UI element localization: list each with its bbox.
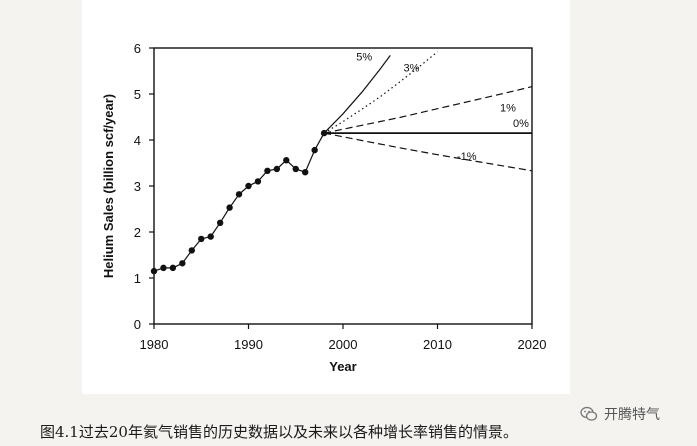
y-tick-label: 0 [134,317,141,332]
historical-line [153,132,325,272]
series-layer [150,51,533,275]
y-axis-ticks: 0 1 2 3 4 5 6 [134,41,154,332]
x-tick-label: 2020 [518,337,547,352]
historical-point [207,233,214,240]
historical-point [216,219,224,226]
projection-line-2 [323,86,533,134]
projection-line-4 [323,132,533,172]
x-tick-label: 1990 [234,337,263,352]
helium-sales-chart: 1980 1990 2000 2010 2020 0 1 2 3 4 5 6 5% 3% 1% 0% -1%… [101,41,547,374]
y-tick-label: 2 [134,225,141,240]
scenario-label-1: 3% [404,63,420,75]
y-tick-label: 6 [134,41,141,56]
historical-point [179,260,186,267]
x-tick-label: 2000 [329,337,358,352]
projection-line-0 [323,55,391,134]
x-tick-label: 1980 [140,337,169,352]
x-tick-label: 2010 [423,337,452,352]
y-tick-label: 3 [134,179,141,194]
historical-point [198,235,205,243]
historical-point [150,267,158,275]
plot-frame [153,47,533,325]
historical-point [235,191,243,198]
y-tick-label: 4 [134,133,141,148]
historical-point [169,264,177,272]
wechat-icon [580,406,598,421]
figure-caption: 图4.1过去20年氦气销售的历史数据以及未来以各种增长率销售的情景。 [40,423,518,441]
projection-line-1 [323,51,438,134]
y-tick-label: 5 [134,87,141,102]
scenario-labels: 5% 3% 1% 0% -1% [356,51,529,162]
scenario-label-4: -1% [457,151,477,163]
historical-point [254,178,262,185]
historical-point [311,146,318,154]
historical-point [292,165,299,173]
historical-point [283,157,290,164]
watermark: 开腾特气 [580,403,660,425]
watermark-text: 开腾特气 [604,407,660,423]
plot-area-border [153,47,533,325]
historical-point [245,182,252,190]
historical-point [273,165,281,173]
historical-point [264,167,271,175]
historical-point [188,247,195,254]
x-axis-title: Year [329,359,356,374]
x-axis-ticks: 1980 1990 2000 2010 2020 [140,324,547,352]
figure-panel: 1980 1990 2000 2010 2020 0 1 2 3 4 5 6 5% 3% 1% 0% -1%… [82,0,570,394]
historical-point [226,204,233,211]
scenario-label-0: 5% [356,51,372,63]
scenario-label-2: 1% [500,103,516,115]
scenario-label-3: 0% [513,118,529,130]
y-axis-title: Helium Sales (billion scf/year) [101,94,116,278]
historical-point [302,169,309,176]
historical-point [160,264,167,272]
historical-point [320,129,328,137]
y-tick-label: 1 [134,271,141,286]
